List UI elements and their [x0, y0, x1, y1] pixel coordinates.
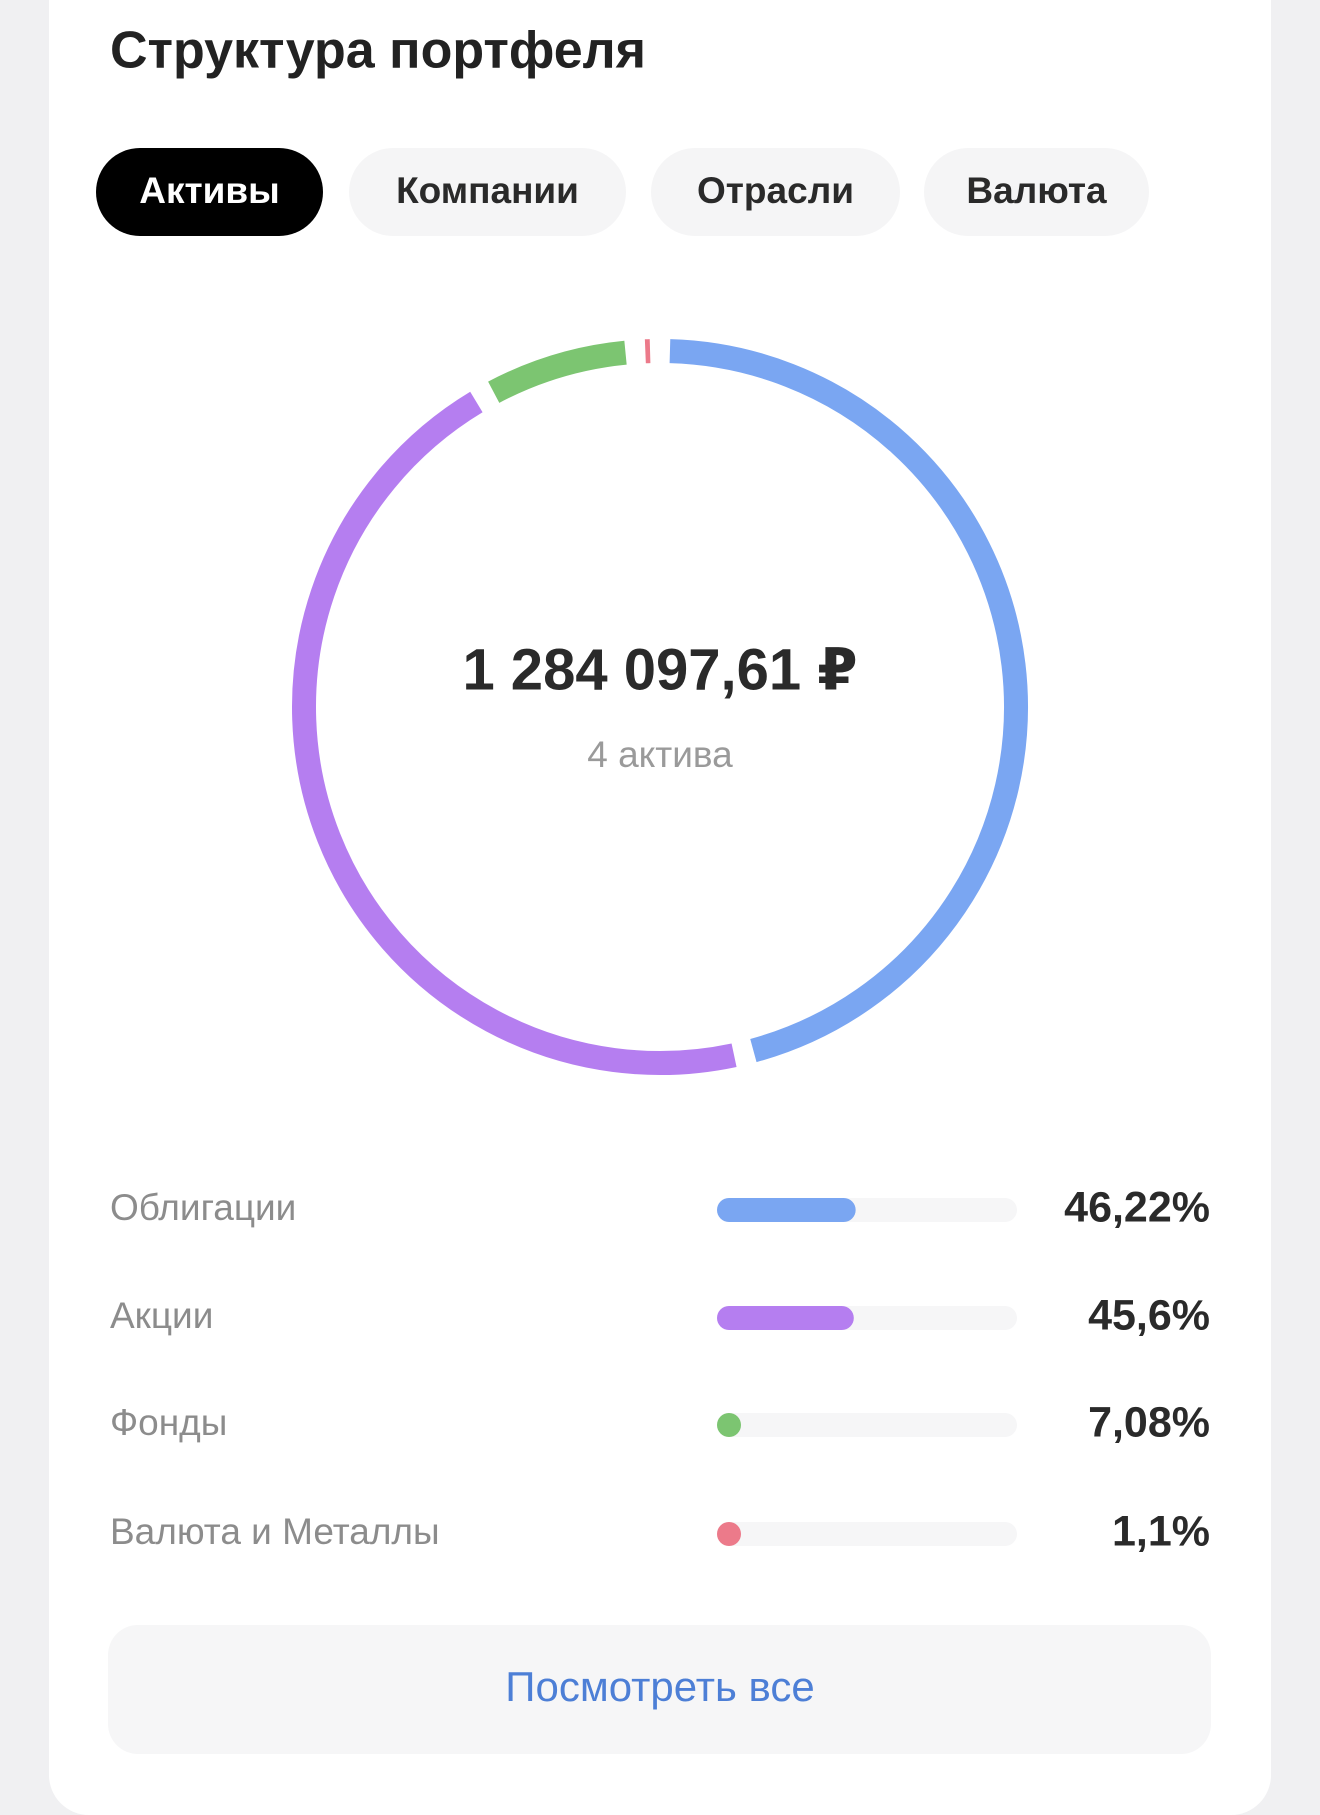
- legend-label: Акции: [110, 1295, 213, 1336]
- tab-label[interactable]: Активы: [139, 170, 279, 211]
- value-label: 45,6%: [1088, 1291, 1210, 1339]
- view-all-button[interactable]: Посмотреть все: [108, 1625, 1211, 1754]
- donut-segment: [669, 339, 1028, 1063]
- bar-track: [717, 1522, 1017, 1546]
- title: Структура портфеля: [110, 22, 646, 80]
- bar-track: [717, 1413, 1017, 1437]
- button-label[interactable]: Посмотреть все: [505, 1663, 814, 1710]
- donut-segment: [292, 391, 737, 1075]
- tab[interactable]: [349, 148, 626, 236]
- tab-label[interactable]: Компании: [396, 170, 579, 211]
- button-bg[interactable]: [108, 1625, 1211, 1754]
- donut-segment: [488, 340, 627, 403]
- value-label: 1,1%: [1112, 1507, 1210, 1555]
- legend-label: Валюта и Металлы: [110, 1511, 440, 1552]
- tab[interactable]: [96, 148, 323, 236]
- tab-bar: Активы Компании Отрасли Валюта: [96, 148, 1149, 236]
- bar: [717, 1522, 741, 1546]
- donut-chart: [292, 339, 1028, 1075]
- value-label: 46,22%: [1064, 1183, 1210, 1231]
- legend-label: Фонды: [110, 1402, 227, 1443]
- legend-label: Облигации: [110, 1187, 296, 1228]
- bar: [717, 1198, 856, 1222]
- bar: [717, 1413, 741, 1437]
- tab-label[interactable]: Валюта: [966, 170, 1107, 211]
- legend: Облигации 46,22% Акции 45,6% Фонды 7,08% Валют…: [110, 1183, 1210, 1555]
- value-label: 7,08%: [1088, 1398, 1210, 1446]
- bar: [717, 1306, 854, 1330]
- card: [49, 0, 1271, 1815]
- total-value: 1 284 097,61 ₽: [462, 637, 857, 702]
- tab[interactable]: [924, 148, 1149, 236]
- tab[interactable]: [651, 148, 900, 236]
- asset-count: 4 актива: [587, 734, 733, 775]
- tab-label[interactable]: Отрасли: [697, 170, 854, 211]
